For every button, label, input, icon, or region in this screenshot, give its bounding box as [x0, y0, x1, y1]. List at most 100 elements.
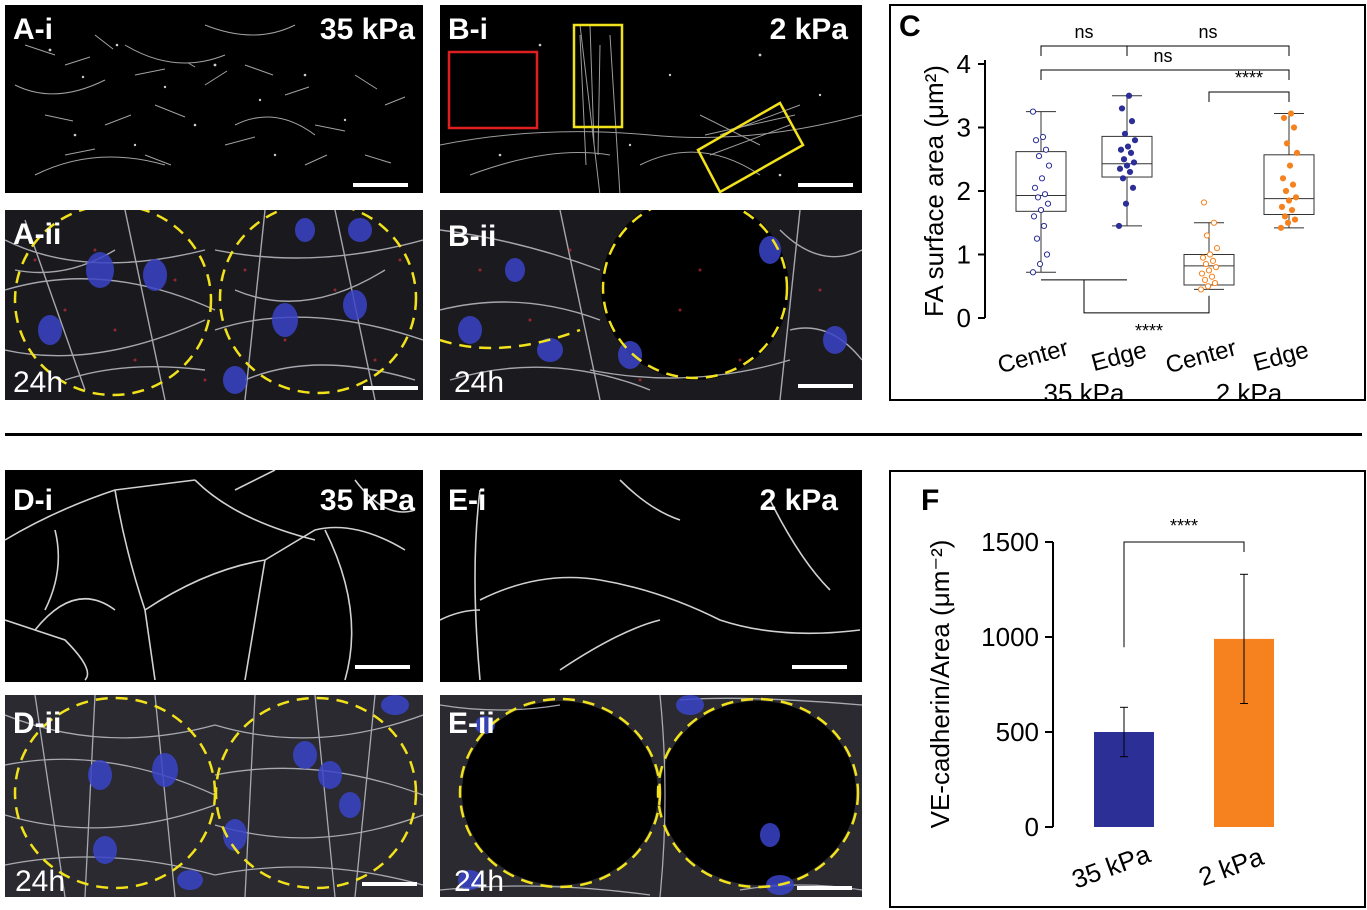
time-label: 24h — [454, 366, 505, 399]
y-axis-label: VE-cadherin/Area (μm⁻²) — [925, 540, 955, 829]
e-i-micrograph — [440, 479, 861, 681]
chart-f-svg: 0 500 1000 1500 VE-cadherin/Area (μm⁻²) 35 kP… — [925, 516, 1274, 894]
significance-label: **** — [1135, 321, 1163, 341]
d-i-micrograph — [5, 470, 416, 681]
x-category-label: Center — [1163, 334, 1240, 379]
panel-a-i-image: A-i 35 kPa — [5, 5, 423, 193]
scale-bar — [362, 882, 417, 886]
data-point — [1130, 159, 1138, 166]
data-point — [1288, 206, 1296, 214]
data-point — [1203, 232, 1211, 239]
significance-label: ns — [1153, 46, 1172, 66]
data-point — [1284, 219, 1292, 226]
y-tick-label: 500 — [996, 717, 1039, 747]
stiffness-label: 2 kPa — [769, 13, 848, 46]
data-point — [1127, 149, 1135, 156]
panel-label: A-i — [13, 13, 53, 46]
data-point — [1030, 213, 1038, 220]
panel-e-ii-image: E-ii 24h — [440, 695, 862, 897]
data-point — [1206, 251, 1214, 258]
dashed-circle-right — [214, 696, 418, 890]
data-point — [1205, 267, 1213, 274]
data-point — [1031, 184, 1039, 191]
b-ii-micrograph — [440, 210, 862, 400]
scale-bar — [797, 886, 852, 890]
data-point — [1126, 168, 1134, 176]
data-point — [1278, 203, 1286, 210]
x-category-label: Center — [995, 334, 1072, 379]
panel-d-i-image: D-i 35 kPa — [5, 470, 423, 682]
data-point — [1204, 283, 1212, 290]
stiffness-label: 2 kPa — [759, 484, 838, 517]
data-point — [1287, 110, 1295, 117]
data-point — [1281, 213, 1289, 220]
data-point — [1213, 245, 1221, 252]
data-point — [1131, 137, 1139, 144]
data-point — [1286, 162, 1294, 169]
data-point — [1290, 124, 1298, 131]
significance-bracket — [1041, 279, 1210, 314]
data-point — [1122, 200, 1130, 207]
data-point — [1044, 200, 1052, 207]
dashed-circle-left — [13, 210, 213, 397]
y-tick-label: 1000 — [981, 622, 1039, 652]
panel-label: D-i — [13, 484, 53, 517]
dashed-circle-partial — [440, 328, 581, 350]
scale-bar — [355, 665, 410, 669]
dashed-circle-left — [458, 697, 662, 889]
data-point — [1279, 175, 1287, 182]
data-point — [1118, 105, 1126, 112]
time-label: 24h — [15, 865, 66, 897]
data-point — [1038, 175, 1046, 182]
data-point — [1209, 257, 1217, 264]
chart-letter: F — [921, 484, 940, 517]
dashed-circle — [601, 210, 789, 380]
time-label: 24h — [454, 865, 505, 897]
a-i-micrograph — [14, 24, 406, 176]
time-label: 24h — [13, 366, 64, 399]
x-category-label: Edge — [1088, 336, 1149, 377]
roi-red-box — [447, 50, 539, 130]
y-tick-label: 1 — [957, 240, 971, 270]
data-point — [1124, 143, 1132, 150]
y-axis-label: FA surface area (μm²) — [919, 65, 949, 317]
data-point — [1045, 162, 1053, 169]
data-point — [1283, 140, 1291, 147]
data-point — [1115, 222, 1123, 230]
data-point — [1043, 251, 1051, 258]
data-point — [1293, 149, 1301, 156]
data-point — [1042, 146, 1050, 153]
stiffness-label: 35 kPa — [319, 13, 415, 46]
scale-bar — [798, 183, 853, 187]
a-ii-micrograph — [5, 210, 423, 400]
data-point — [1116, 165, 1124, 172]
data-point — [1117, 146, 1125, 153]
data-point — [1035, 152, 1043, 160]
data-point — [1289, 181, 1297, 188]
data-point — [1212, 264, 1220, 271]
significance-bracket — [1208, 91, 1290, 102]
chart-c-frame: 0 1 2 3 4 FA surface area (μm²) Center Edge Cent… — [889, 4, 1366, 401]
panel-label: B-ii — [448, 220, 497, 253]
data-point — [1039, 133, 1047, 141]
dashed-circle-right — [218, 210, 418, 395]
data-point — [1040, 222, 1048, 230]
data-point — [1120, 156, 1128, 163]
stiffness-label: 35 kPa — [319, 484, 415, 517]
panel-label: A-ii — [13, 218, 62, 251]
group-label: 2 kPa — [1216, 378, 1283, 399]
box — [1263, 154, 1315, 215]
data-point — [1129, 184, 1137, 191]
significance-bracket — [1126, 45, 1290, 56]
data-point — [1198, 270, 1206, 277]
data-point — [1200, 199, 1208, 206]
significance-label: **** — [1170, 516, 1198, 536]
significance-label: **** — [1235, 68, 1263, 88]
significance-bracket — [1123, 541, 1245, 648]
data-point — [1037, 206, 1045, 214]
data-point — [1029, 108, 1037, 115]
x-category-label: 35 kPa — [1068, 838, 1155, 894]
panel-a-ii-image: A-ii 24h — [5, 210, 423, 400]
box — [1015, 151, 1067, 212]
